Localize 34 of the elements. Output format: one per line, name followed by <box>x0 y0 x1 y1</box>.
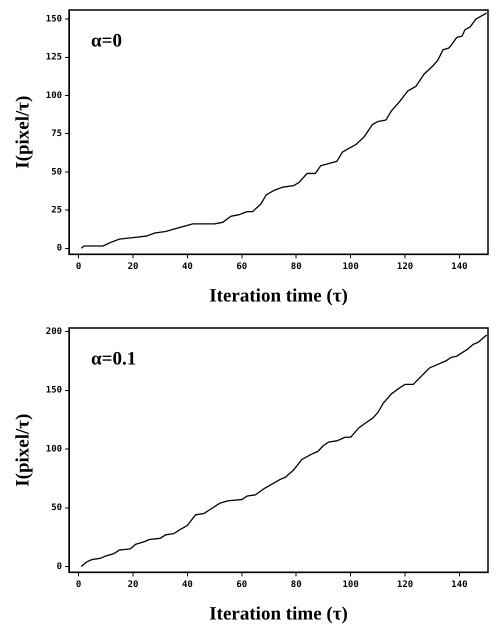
x-tick-label: 80 <box>290 262 302 272</box>
y-tick-label: 0 <box>56 244 62 254</box>
x-tick-label: 0 <box>76 580 82 590</box>
x-tick-label: 120 <box>396 580 414 590</box>
y-tick-label: 100 <box>46 90 62 101</box>
x-tick-label: 80 <box>290 580 302 590</box>
annotation: α=0 <box>91 30 122 52</box>
y-tick-label: 200 <box>46 326 62 337</box>
y-tick-label: 0 <box>56 562 62 572</box>
x-tick-label: 100 <box>342 262 359 272</box>
y-tick-label: 150 <box>46 14 62 25</box>
annotation: α=0.1 <box>91 348 136 370</box>
y-axis-title: I(pixel/τ) <box>12 414 34 487</box>
y-tick-label: 75 <box>51 129 62 140</box>
y-axis-title: I(pixel/τ) <box>12 96 34 169</box>
x-tick-label: 20 <box>128 262 138 272</box>
y-tick-label: 150 <box>46 386 62 396</box>
x-tick-label: 40 <box>182 262 193 272</box>
x-tick-label: 140 <box>451 262 468 272</box>
x-tick-label: 60 <box>236 580 248 590</box>
x-tick-label: 100 <box>342 580 359 590</box>
x-tick-label: 60 <box>236 262 248 272</box>
x-tick-label: 40 <box>182 580 193 590</box>
x-axis-title: Iteration time (τ) <box>209 286 348 307</box>
y-tick-label: 100 <box>46 444 62 454</box>
x-tick-label: 120 <box>396 262 414 272</box>
x-axis-title: Iteration time (τ) <box>209 604 348 625</box>
y-tick-label: 50 <box>51 167 62 178</box>
x-tick-label: 140 <box>451 580 468 590</box>
y-tick-label: 25 <box>51 205 62 216</box>
y-tick-label: 50 <box>51 503 62 514</box>
x-tick-label: 20 <box>128 580 138 590</box>
y-tick-label: 125 <box>46 52 62 63</box>
x-tick-label: 0 <box>76 262 82 272</box>
